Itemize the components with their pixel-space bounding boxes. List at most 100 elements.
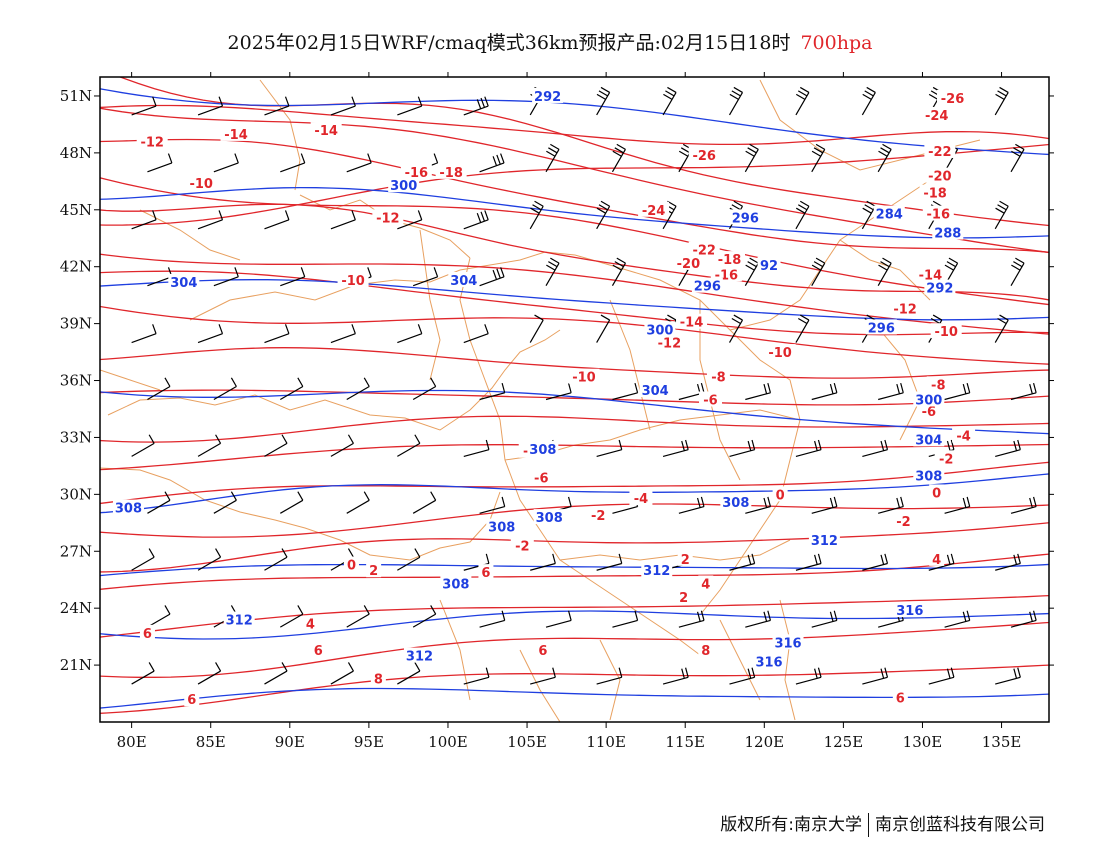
x-tick-label: 85E — [196, 733, 226, 751]
y-tick-label: 30N — [60, 485, 92, 503]
label-backing — [914, 266, 946, 282]
wind-barb — [994, 314, 1009, 343]
wind-barb — [346, 153, 372, 173]
contour-line — [100, 177, 1049, 306]
wind-barb — [861, 86, 876, 116]
label-backing — [922, 205, 954, 221]
wind-barb — [530, 553, 556, 571]
wind-barb — [596, 667, 623, 685]
wind-barb — [197, 434, 222, 457]
temperature-contours — [100, 77, 1049, 714]
wind-barb — [545, 382, 572, 401]
wind-barb — [197, 96, 224, 116]
temperature-label: -2 — [939, 452, 953, 467]
label-backing — [644, 321, 676, 337]
height-label: 296 — [694, 280, 721, 295]
temperature-label: 6 — [314, 644, 323, 659]
height-label: 316 — [774, 636, 801, 651]
label-backing — [185, 175, 217, 191]
label-backing — [302, 615, 318, 631]
wind-barb — [213, 153, 239, 173]
title-text: 2025年02月15日WRF/cmaq模式36km预报产品:02月15日18时 — [227, 32, 791, 54]
wind-barb — [994, 86, 1009, 116]
height-label: 296 — [732, 211, 759, 226]
temperature-label: -6 — [534, 471, 548, 486]
temperature-label: 0 — [932, 486, 941, 501]
temperature-label: -2 — [515, 540, 529, 555]
wind-barb — [994, 200, 1009, 230]
wind-barb — [878, 496, 904, 514]
label-backing — [638, 201, 670, 217]
label-backing — [917, 402, 941, 418]
height-label: 308 — [915, 469, 942, 484]
wind-barb — [412, 491, 437, 514]
height-label: 300 — [915, 394, 942, 409]
wind-barb — [463, 439, 490, 457]
wind-barb — [264, 96, 290, 116]
y-tick-label: 33N — [60, 428, 92, 446]
y-tick-label: 42N — [60, 258, 92, 276]
wind-barb — [280, 377, 304, 401]
temperature-label: -24 — [642, 204, 666, 219]
label-backing — [699, 391, 723, 407]
label-backing — [435, 163, 467, 179]
contour-line — [100, 389, 1049, 435]
temperature-label: 4 — [701, 578, 710, 593]
wind-barb — [596, 86, 611, 116]
wind-barb — [330, 210, 356, 230]
label-backing — [926, 376, 950, 392]
height-label: 304 — [450, 274, 477, 289]
height-label: 312 — [811, 534, 838, 549]
label-backing — [676, 313, 708, 329]
label-backing — [677, 550, 693, 566]
height-label: 312 — [406, 650, 433, 665]
label-backing — [653, 334, 685, 350]
temperature-label: 0 — [776, 488, 785, 503]
temperature-label: 2 — [679, 591, 688, 606]
label-backing — [873, 205, 905, 221]
wind-barb — [131, 548, 155, 571]
label-backing — [220, 125, 252, 141]
label-backing — [932, 224, 964, 240]
wind-barb — [1010, 143, 1025, 173]
wind-barb — [744, 257, 759, 286]
x-tick-label: 120E — [745, 733, 785, 751]
label-backing — [532, 87, 564, 103]
wind-barb — [213, 377, 237, 401]
label-backing — [440, 575, 472, 591]
wind-barb — [264, 434, 288, 457]
wind-barb — [397, 96, 423, 116]
wind-barb — [596, 314, 611, 343]
wind-barb — [529, 200, 544, 230]
label-backing — [639, 382, 671, 398]
x-tick-label: 135E — [982, 733, 1022, 751]
temperature-label: -12 — [376, 211, 400, 226]
label-backing — [337, 271, 369, 287]
label-backing — [894, 602, 926, 618]
temperature-label: -18 — [439, 166, 463, 181]
temperature-label: -14 — [680, 316, 704, 331]
y-tick-label: 51N — [60, 87, 92, 105]
height-label: 304 — [642, 384, 669, 399]
footer-divider — [868, 813, 869, 837]
wind-barb — [463, 210, 489, 230]
label-backing — [698, 575, 714, 591]
x-tick-label: 105E — [507, 733, 547, 751]
wind-barb — [596, 439, 623, 457]
contour-line — [100, 461, 1049, 505]
x-tick-label: 125E — [824, 733, 864, 751]
wind-barb — [745, 496, 772, 514]
label-backing — [710, 266, 742, 282]
label-backing — [136, 133, 168, 149]
contour-line — [100, 279, 1049, 321]
label-backing — [688, 241, 720, 257]
wind-barb — [131, 96, 157, 116]
height-label: 288 — [934, 227, 961, 242]
label-backing — [676, 588, 692, 604]
temperature-label: 0 — [347, 559, 356, 574]
label-backing — [919, 184, 951, 200]
label-backing — [808, 531, 840, 547]
contour-line — [118, 77, 1049, 227]
wind-barb — [397, 210, 423, 230]
wind-barb — [745, 610, 772, 628]
